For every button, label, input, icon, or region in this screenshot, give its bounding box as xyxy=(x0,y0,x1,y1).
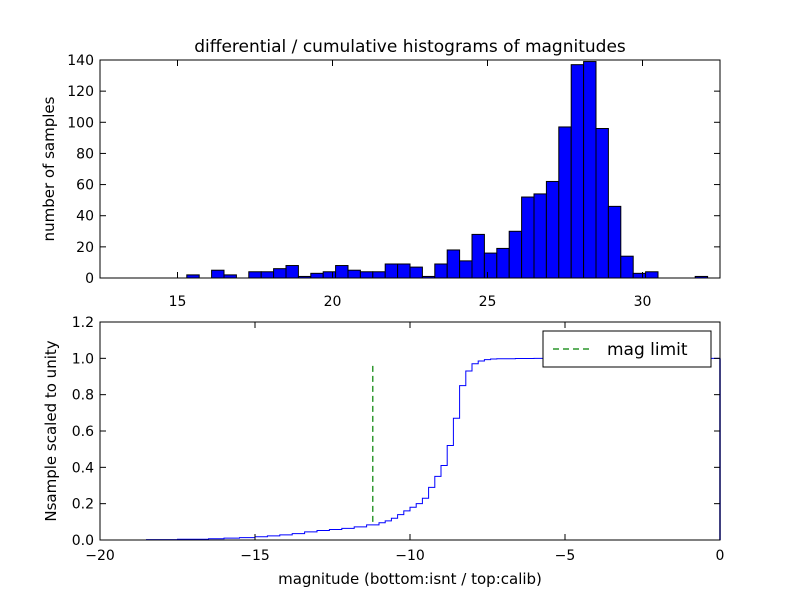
histogram-bar xyxy=(483,252,498,279)
bottom-x-tick-label: −20 xyxy=(85,548,115,564)
histogram-bar xyxy=(583,61,597,279)
histogram-bar xyxy=(508,230,523,279)
bottom-x-tick-label: −5 xyxy=(555,548,576,564)
bottom-y-tick-label: 0.8 xyxy=(72,388,94,404)
bottom-ticks xyxy=(99,321,721,541)
top-y-tick-label: 40 xyxy=(76,209,94,225)
histogram-bar xyxy=(471,233,485,279)
top-x-tick-label: 15 xyxy=(169,294,187,310)
histogram-bar xyxy=(260,271,275,279)
top-ticks xyxy=(100,59,720,279)
chart-title: differential / cumulative histograms of … xyxy=(194,37,626,57)
legend-box xyxy=(542,330,712,368)
histogram-bar xyxy=(248,271,262,279)
top-y-tick-label: 0 xyxy=(85,271,94,287)
bottom-y-tick-label: 0.2 xyxy=(72,497,94,513)
top-y-tick-label: 120 xyxy=(67,84,94,100)
top-y-tick-label: 80 xyxy=(76,146,94,162)
histogram-bar xyxy=(558,126,572,279)
histogram-bar xyxy=(595,128,609,279)
bottom-y-tick-label: 1.2 xyxy=(72,315,94,331)
top-y-tick-label: 20 xyxy=(76,240,94,256)
legend-entry: mag limit xyxy=(607,340,688,360)
histogram-bars xyxy=(186,61,709,279)
bottom-y-axis-label: Nsample scaled to unity xyxy=(42,340,60,521)
histogram-bar xyxy=(322,271,337,279)
bottom-panel: −20 −15 −10 −5 0 0.0 0.2 0.4 0.6 0.8 1.0… xyxy=(42,315,724,588)
bottom-x-tick-label: −15 xyxy=(240,548,270,564)
bottom-x-tick-labels: −20 −15 −10 −5 0 xyxy=(85,548,724,564)
histogram-bar xyxy=(632,272,647,279)
histogram-bar xyxy=(533,193,547,279)
histogram-bar xyxy=(607,205,622,279)
top-axes-frame xyxy=(99,59,721,279)
histogram-bar xyxy=(211,269,225,279)
bottom-x-tick-label: 0 xyxy=(716,548,725,564)
top-x-tick-label: 20 xyxy=(324,294,342,310)
top-x-tick-labels: 15 20 25 30 xyxy=(169,294,652,310)
histogram-bar xyxy=(335,265,349,279)
histogram-bar xyxy=(285,265,299,279)
histogram-bar xyxy=(273,268,287,279)
histogram-bar xyxy=(384,263,399,279)
histogram-bar xyxy=(372,271,386,279)
histogram-bar xyxy=(347,269,361,279)
legend: mag limit xyxy=(542,330,712,368)
histogram-bar xyxy=(496,247,510,279)
top-y-tick-labels: 0 20 40 60 80 100 120 140 xyxy=(67,53,94,287)
histogram-bar xyxy=(409,266,423,279)
histogram-bar xyxy=(459,260,473,279)
top-y-tick-label: 60 xyxy=(76,178,94,194)
top-x-tick-label: 25 xyxy=(479,294,497,310)
bottom-y-tick-label: 1.0 xyxy=(72,351,94,367)
bottom-y-tick-label: 0.6 xyxy=(72,424,94,440)
bottom-y-tick-labels: 0.0 0.2 0.4 0.6 0.8 1.0 1.2 xyxy=(72,315,94,549)
histogram-bar xyxy=(521,196,535,279)
histogram-bar xyxy=(434,263,448,279)
histogram-bar xyxy=(397,263,411,279)
top-y-axis-label: number of samples xyxy=(40,96,58,241)
top-panel: differential / cumulative histograms of … xyxy=(40,37,721,310)
histogram-bar xyxy=(545,180,560,279)
histogram-bar xyxy=(310,272,324,279)
cumulative-line xyxy=(100,357,720,541)
histogram-bar xyxy=(359,271,374,279)
bottom-y-tick-label: 0.0 xyxy=(72,533,94,549)
top-x-tick-label: 30 xyxy=(634,294,652,310)
top-y-tick-label: 140 xyxy=(67,53,94,69)
histogram-bar xyxy=(645,271,659,279)
top-y-tick-label: 100 xyxy=(67,115,94,131)
histogram-bar xyxy=(446,249,461,279)
bottom-x-axis-label: magnitude (bottom:isnt / top:calib) xyxy=(278,570,542,588)
bottom-y-tick-label: 0.4 xyxy=(72,460,94,476)
histogram-bar xyxy=(620,255,634,279)
histogram-bar xyxy=(570,64,585,279)
bottom-x-tick-label: −10 xyxy=(395,548,425,564)
